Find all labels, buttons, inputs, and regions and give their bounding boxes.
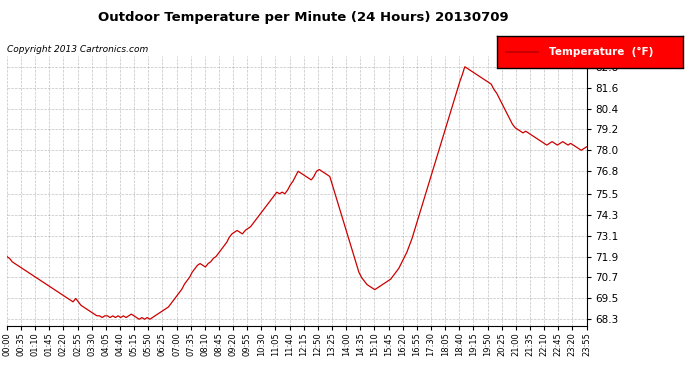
Text: Outdoor Temperature per Minute (24 Hours) 20130709: Outdoor Temperature per Minute (24 Hours… — [98, 11, 509, 24]
Text: Copyright 2013 Cartronics.com: Copyright 2013 Cartronics.com — [7, 45, 148, 54]
Text: Temperature  (°F): Temperature (°F) — [549, 46, 653, 57]
